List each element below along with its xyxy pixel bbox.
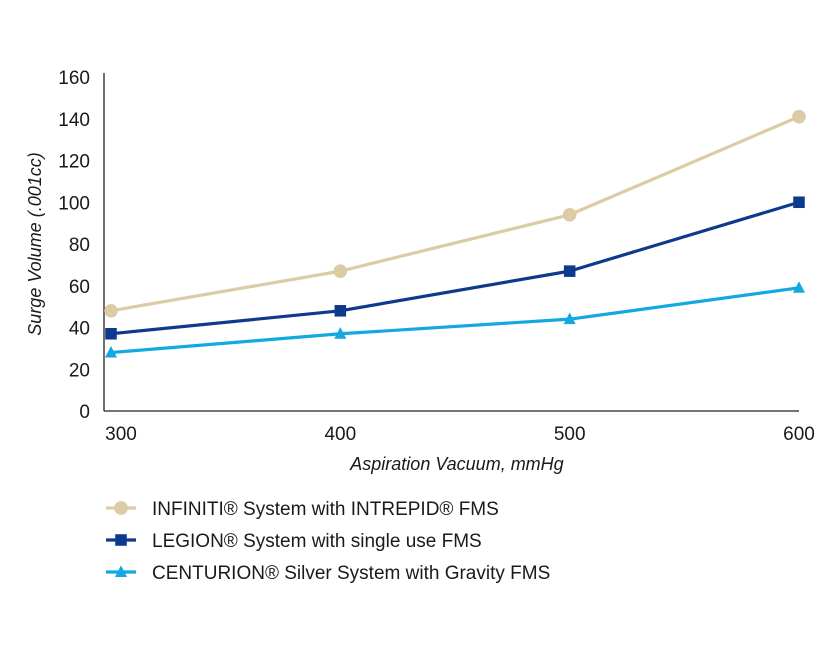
data-point-circle xyxy=(562,207,577,222)
data-point-triangle xyxy=(334,327,347,339)
y-tick-label: 60 xyxy=(69,277,90,298)
y-axis-title: Surge Volume (.001cc) xyxy=(25,152,45,335)
y-tick-label: 40 xyxy=(69,319,90,340)
series-group xyxy=(104,281,806,358)
series-group xyxy=(104,109,806,318)
data-point-triangle xyxy=(104,345,118,358)
y-tick-label: 20 xyxy=(69,360,90,381)
legend-label: INFINITI® System with INTREPID® FMS xyxy=(152,499,499,520)
x-tick-label: 600 xyxy=(783,424,815,445)
x-tick-label: 300 xyxy=(105,424,137,445)
x-tick-label: 400 xyxy=(324,424,356,445)
data-point-circle xyxy=(333,264,348,278)
data-point-circle xyxy=(792,109,806,124)
data-point-square xyxy=(793,196,805,209)
series-line xyxy=(110,286,800,355)
y-tick-label: 140 xyxy=(58,110,90,131)
data-point-square xyxy=(105,327,117,340)
series-group xyxy=(105,196,805,340)
x-axis-title: Aspiration Vacuum, mmHg xyxy=(349,454,563,474)
data-point-circle xyxy=(104,303,118,318)
x-tick-labels: 300 400 500 600 xyxy=(105,424,815,445)
y-tick-labels: 0 20 40 60 80 100 120 140 160 xyxy=(58,68,90,423)
chart-axes xyxy=(103,73,799,412)
y-tick-label: 80 xyxy=(69,235,90,256)
y-tick-label: 0 xyxy=(79,402,90,423)
legend-item: LEGION® System with single use FMS xyxy=(106,531,482,552)
legend-item: CENTURION® Silver System with Gravity FM… xyxy=(106,563,550,584)
data-point-triangle xyxy=(792,281,806,293)
series-line xyxy=(110,200,800,336)
data-point-square xyxy=(115,534,127,546)
y-tick-label: 160 xyxy=(58,68,90,89)
y-tick-label: 120 xyxy=(58,152,90,173)
legend-label: CENTURION® Silver System with Gravity FM… xyxy=(152,563,550,584)
legend-label: LEGION® System with single use FMS xyxy=(152,531,482,552)
legend: INFINITI® System with INTREPID® FMS LEGIO… xyxy=(106,499,550,584)
data-point-circle xyxy=(114,501,128,515)
x-tick-label: 500 xyxy=(554,424,586,445)
data-point-triangle xyxy=(114,565,128,577)
legend-item: INFINITI® System with INTREPID® FMS xyxy=(106,499,499,520)
y-tick-label: 100 xyxy=(58,193,90,214)
series-line xyxy=(110,115,800,313)
data-point-triangle xyxy=(563,312,576,325)
series-layer xyxy=(104,109,806,358)
data-point-square xyxy=(563,265,576,277)
data-point-square xyxy=(334,305,347,317)
